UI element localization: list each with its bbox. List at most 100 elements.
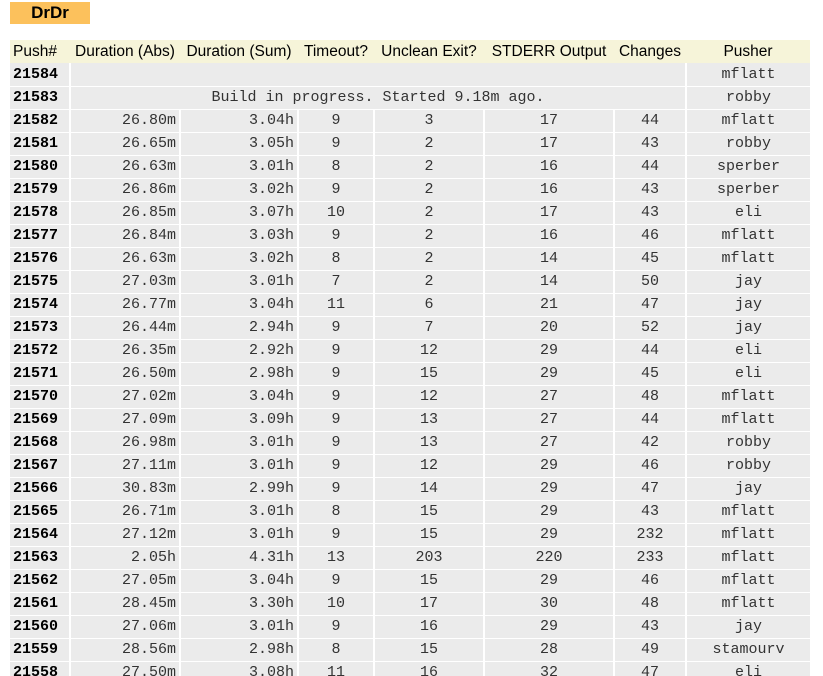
table-row[interactable]: 21580 26.63m 3.01h 8 2 16 44 sperber — [10, 155, 810, 179]
push-number-link[interactable]: 21581 — [10, 132, 71, 156]
changes-count-link[interactable]: 43 — [614, 615, 687, 639]
push-number-link[interactable]: 21579 — [10, 178, 71, 202]
timeout-count-link[interactable]: 9 — [298, 408, 375, 432]
timeout-count-link[interactable]: 10 — [298, 592, 375, 616]
timeout-count-link[interactable]: 9 — [298, 454, 375, 478]
table-row[interactable]: 21566 30.83m 2.99h 9 14 29 47 jay — [10, 477, 810, 501]
push-number-link[interactable]: 21566 — [10, 477, 71, 501]
table-row[interactable]: 21581 26.65m 3.05h 9 2 17 43 robby — [10, 132, 810, 156]
changes-count-link[interactable]: 52 — [614, 316, 687, 340]
unclean-exit-count-link[interactable]: 16 — [374, 661, 485, 676]
push-number-link[interactable]: 21564 — [10, 523, 71, 547]
changes-count-link[interactable]: 43 — [614, 500, 687, 524]
push-number-link[interactable]: 21572 — [10, 339, 71, 363]
stderr-output-count-link[interactable]: 16 — [484, 224, 615, 248]
table-row[interactable]: 21561 28.45m 3.30h 10 17 30 48 mflatt — [10, 592, 810, 616]
unclean-exit-count-link[interactable]: 2 — [374, 247, 485, 271]
unclean-exit-count-link[interactable]: 15 — [374, 362, 485, 386]
changes-count-link[interactable]: 43 — [614, 201, 687, 225]
stderr-output-count-link[interactable]: 32 — [484, 661, 615, 676]
push-number-link[interactable]: 21583 — [10, 86, 71, 110]
timeout-count-link[interactable]: 9 — [298, 523, 375, 547]
push-number-link[interactable]: 21578 — [10, 201, 71, 225]
push-number-link[interactable]: 21574 — [10, 293, 71, 317]
push-number-link[interactable]: 21575 — [10, 270, 71, 294]
push-number-link[interactable]: 21571 — [10, 362, 71, 386]
stderr-output-count-link[interactable]: 29 — [484, 500, 615, 524]
table-row[interactable]: 21579 26.86m 3.02h 9 2 16 43 sperber — [10, 178, 810, 202]
timeout-count-link[interactable]: 8 — [298, 638, 375, 662]
changes-count-link[interactable]: 45 — [614, 362, 687, 386]
unclean-exit-count-link[interactable]: 2 — [374, 178, 485, 202]
changes-count-link[interactable]: 232 — [614, 523, 687, 547]
unclean-exit-count-link[interactable]: 3 — [374, 109, 485, 133]
table-row[interactable]: 21571 26.50m 2.98h 9 15 29 45 eli — [10, 362, 810, 386]
push-number-link[interactable]: 21567 — [10, 454, 71, 478]
changes-count-link[interactable]: 44 — [614, 155, 687, 179]
unclean-exit-count-link[interactable]: 13 — [374, 431, 485, 455]
table-row[interactable]: 21564 27.12m 3.01h 9 15 29 232 mflatt — [10, 523, 810, 547]
stderr-output-count-link[interactable]: 29 — [484, 523, 615, 547]
timeout-count-link[interactable]: 10 — [298, 201, 375, 225]
unclean-exit-count-link[interactable]: 2 — [374, 201, 485, 225]
unclean-exit-count-link[interactable]: 7 — [374, 316, 485, 340]
timeout-count-link[interactable]: 8 — [298, 247, 375, 271]
unclean-exit-count-link[interactable]: 2 — [374, 132, 485, 156]
push-number-link[interactable]: 21565 — [10, 500, 71, 524]
push-number-link[interactable]: 21558 — [10, 661, 71, 676]
unclean-exit-count-link[interactable]: 2 — [374, 224, 485, 248]
table-row[interactable]: 21563 2.05h 4.31h 13 203 220 233 mflatt — [10, 546, 810, 570]
stderr-output-count-link[interactable]: 27 — [484, 385, 615, 409]
stderr-output-count-link[interactable]: 29 — [484, 339, 615, 363]
changes-count-link[interactable]: 48 — [614, 385, 687, 409]
push-number-link[interactable]: 21584 — [10, 63, 71, 87]
table-row[interactable]: 21560 27.06m 3.01h 9 16 29 43 jay — [10, 615, 810, 639]
changes-count-link[interactable]: 46 — [614, 224, 687, 248]
timeout-count-link[interactable]: 9 — [298, 362, 375, 386]
timeout-count-link[interactable]: 9 — [298, 569, 375, 593]
changes-count-link[interactable]: 49 — [614, 638, 687, 662]
changes-count-link[interactable]: 44 — [614, 339, 687, 363]
drdr-logo-link[interactable]: DrDr — [10, 2, 90, 24]
push-number-link[interactable]: 21560 — [10, 615, 71, 639]
unclean-exit-count-link[interactable]: 2 — [374, 270, 485, 294]
unclean-exit-count-link[interactable]: 16 — [374, 615, 485, 639]
stderr-output-count-link[interactable]: 21 — [484, 293, 615, 317]
changes-count-link[interactable]: 43 — [614, 132, 687, 156]
stderr-output-count-link[interactable]: 30 — [484, 592, 615, 616]
stderr-output-count-link[interactable]: 220 — [484, 546, 615, 570]
changes-count-link[interactable]: 47 — [614, 477, 687, 501]
timeout-count-link[interactable]: 9 — [298, 316, 375, 340]
push-number-link[interactable]: 21563 — [10, 546, 71, 570]
unclean-exit-count-link[interactable]: 15 — [374, 569, 485, 593]
unclean-exit-count-link[interactable]: 17 — [374, 592, 485, 616]
unclean-exit-count-link[interactable]: 203 — [374, 546, 485, 570]
table-row[interactable]: 21573 26.44m 2.94h 9 7 20 52 jay — [10, 316, 810, 340]
unclean-exit-count-link[interactable]: 14 — [374, 477, 485, 501]
timeout-count-link[interactable]: 11 — [298, 661, 375, 676]
unclean-exit-count-link[interactable]: 12 — [374, 385, 485, 409]
timeout-count-link[interactable]: 9 — [298, 132, 375, 156]
timeout-count-link[interactable]: 11 — [298, 293, 375, 317]
changes-count-link[interactable]: 50 — [614, 270, 687, 294]
push-number-link[interactable]: 21562 — [10, 569, 71, 593]
stderr-output-count-link[interactable]: 17 — [484, 132, 615, 156]
stderr-output-count-link[interactable]: 14 — [484, 270, 615, 294]
timeout-count-link[interactable]: 9 — [298, 339, 375, 363]
changes-count-link[interactable]: 48 — [614, 592, 687, 616]
changes-count-link[interactable]: 44 — [614, 408, 687, 432]
changes-count-link[interactable]: 46 — [614, 569, 687, 593]
table-row[interactable]: 21565 26.71m 3.01h 8 15 29 43 mflatt — [10, 500, 810, 524]
table-row[interactable]: 21582 26.80m 3.04h 9 3 17 44 mflatt — [10, 109, 810, 133]
changes-count-link[interactable]: 47 — [614, 661, 687, 676]
table-row[interactable]: 21558 27.50m 3.08h 11 16 32 47 eli — [10, 661, 810, 676]
table-row[interactable]: 21578 26.85m 3.07h 10 2 17 43 eli — [10, 201, 810, 225]
stderr-output-count-link[interactable]: 29 — [484, 569, 615, 593]
table-row[interactable]: 21562 27.05m 3.04h 9 15 29 46 mflatt — [10, 569, 810, 593]
table-row[interactable]: 21570 27.02m 3.04h 9 12 27 48 mflatt — [10, 385, 810, 409]
stderr-output-count-link[interactable]: 16 — [484, 155, 615, 179]
unclean-exit-count-link[interactable]: 15 — [374, 638, 485, 662]
stderr-output-count-link[interactable]: 17 — [484, 109, 615, 133]
timeout-count-link[interactable]: 9 — [298, 178, 375, 202]
table-row[interactable]: 21568 26.98m 3.01h 9 13 27 42 robby — [10, 431, 810, 455]
